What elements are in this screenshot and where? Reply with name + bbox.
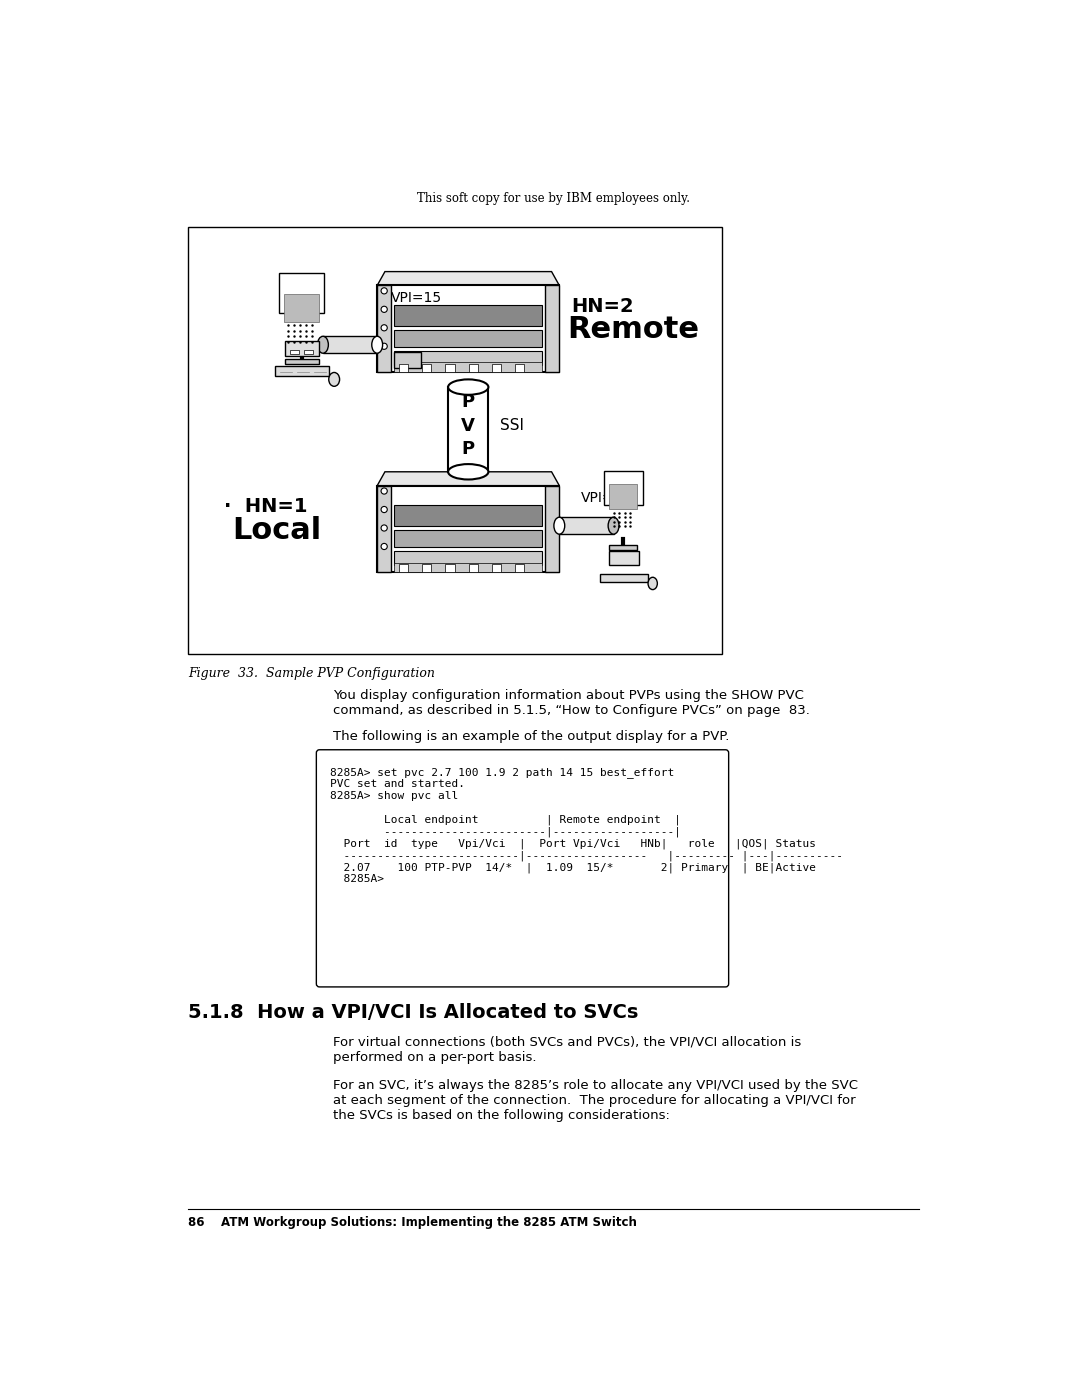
- Bar: [323, 337, 377, 353]
- Bar: [545, 285, 559, 372]
- Circle shape: [381, 324, 388, 331]
- Text: ------------------------|------------------|: ------------------------|---------------…: [330, 827, 681, 837]
- Bar: [377, 285, 559, 372]
- Bar: [394, 362, 542, 372]
- Text: VPI=15: VPI=15: [391, 291, 442, 305]
- Bar: [394, 330, 542, 346]
- Text: at each segment of the connection.  The procedure for allocating a VPI/VCI for: at each segment of the connection. The p…: [333, 1094, 855, 1106]
- Bar: [604, 471, 643, 504]
- Bar: [515, 365, 525, 372]
- Text: SSI: SSI: [500, 418, 524, 433]
- Bar: [303, 351, 313, 353]
- Bar: [399, 365, 408, 372]
- Ellipse shape: [448, 464, 488, 479]
- Bar: [284, 293, 320, 321]
- Bar: [394, 305, 542, 327]
- Bar: [491, 365, 501, 372]
- Ellipse shape: [608, 517, 619, 534]
- Bar: [377, 486, 559, 571]
- Polygon shape: [377, 472, 559, 486]
- Circle shape: [381, 488, 388, 495]
- Text: PVC set and started.: PVC set and started.: [330, 778, 465, 789]
- Bar: [545, 486, 559, 571]
- Bar: [448, 387, 488, 472]
- Text: --------------------------|------------------   |--------- |---|----------: --------------------------|-------------…: [330, 851, 843, 861]
- Bar: [291, 351, 299, 353]
- Bar: [491, 564, 501, 571]
- Text: For an SVC, it’s always the 8285’s role to allocate any VPI/VCI used by the SVC: For an SVC, it’s always the 8285’s role …: [333, 1078, 858, 1091]
- Ellipse shape: [448, 380, 488, 395]
- Bar: [422, 564, 431, 571]
- Bar: [445, 365, 455, 372]
- Circle shape: [381, 344, 388, 349]
- Text: performed on a per-port basis.: performed on a per-port basis.: [333, 1051, 536, 1065]
- Bar: [422, 365, 431, 372]
- Ellipse shape: [318, 337, 328, 353]
- Ellipse shape: [648, 577, 658, 590]
- Bar: [600, 574, 648, 583]
- Text: Local: Local: [232, 517, 321, 545]
- Bar: [284, 341, 319, 356]
- Text: You display configuration information about PVPs using the SHOW PVC: You display configuration information ab…: [333, 689, 804, 701]
- Text: the SVCs is based on the following considerations:: the SVCs is based on the following consi…: [333, 1109, 670, 1122]
- Text: ·  HN=1: · HN=1: [225, 497, 308, 517]
- Text: 5.1.8  How a VPI/VCI Is Allocated to SVCs: 5.1.8 How a VPI/VCI Is Allocated to SVCs: [188, 1003, 638, 1023]
- Bar: [394, 352, 421, 367]
- FancyBboxPatch shape: [316, 750, 729, 986]
- Text: Figure  33.  Sample PVP Configuration: Figure 33. Sample PVP Configuration: [188, 666, 434, 679]
- Bar: [284, 359, 319, 365]
- Bar: [394, 531, 542, 548]
- Text: VPI=14: VPI=14: [581, 490, 632, 506]
- Bar: [515, 564, 525, 571]
- Bar: [609, 485, 637, 509]
- Bar: [394, 351, 542, 365]
- Bar: [377, 285, 391, 372]
- Bar: [445, 564, 455, 571]
- Text: 8285A>: 8285A>: [330, 875, 384, 884]
- Bar: [394, 550, 542, 564]
- Circle shape: [381, 525, 388, 531]
- Text: 2.07    100 PTP-PVP  14/*  |  1.09  15/*       2| Primary  | BE|Active: 2.07 100 PTP-PVP 14/* | 1.09 15/* 2| Pri…: [330, 862, 816, 873]
- Bar: [399, 564, 408, 571]
- Bar: [469, 564, 478, 571]
- Ellipse shape: [554, 517, 565, 534]
- Ellipse shape: [372, 337, 382, 353]
- Text: Local endpoint          | Remote endpoint  |: Local endpoint | Remote endpoint |: [330, 814, 681, 826]
- Bar: [377, 486, 391, 571]
- Text: The following is an example of the output display for a PVP.: The following is an example of the outpu…: [333, 729, 729, 743]
- Text: P
V
P: P V P: [461, 393, 475, 458]
- Text: For virtual connections (both SVCs and PVCs), the VPI/VCI allocation is: For virtual connections (both SVCs and P…: [333, 1035, 801, 1048]
- Bar: [394, 504, 542, 527]
- Bar: [279, 274, 324, 313]
- Circle shape: [381, 543, 388, 549]
- Circle shape: [381, 507, 388, 513]
- Polygon shape: [377, 271, 559, 285]
- Bar: [609, 545, 637, 549]
- Bar: [609, 550, 638, 564]
- Bar: [469, 365, 478, 372]
- Text: This soft copy for use by IBM employees only.: This soft copy for use by IBM employees …: [417, 193, 690, 205]
- Circle shape: [381, 288, 388, 293]
- Text: 8285A> set pvc 2.7 100 1.9 2 path 14 15 best_effort: 8285A> set pvc 2.7 100 1.9 2 path 14 15 …: [330, 767, 675, 778]
- Bar: [559, 517, 613, 534]
- Bar: [394, 563, 542, 571]
- Text: 86    ATM Workgroup Solutions: Implementing the 8285 ATM Switch: 86 ATM Workgroup Solutions: Implementing…: [188, 1217, 636, 1229]
- Circle shape: [381, 306, 388, 313]
- Text: 8285A> show pvc all: 8285A> show pvc all: [330, 791, 459, 800]
- Text: Remote: Remote: [567, 316, 699, 345]
- Text: HN=2: HN=2: [571, 298, 634, 316]
- Bar: [188, 226, 723, 654]
- Text: Port  id  type   Vpi/Vci  |  Port Vpi/Vci   HNb|   role   |QOS| Status: Port id type Vpi/Vci | Port Vpi/Vci HNb|…: [330, 838, 816, 849]
- Ellipse shape: [328, 373, 339, 387]
- Text: command, as described in 5.1.5, “How to Configure PVCs” on page  83.: command, as described in 5.1.5, “How to …: [333, 704, 810, 717]
- Bar: [274, 366, 328, 376]
